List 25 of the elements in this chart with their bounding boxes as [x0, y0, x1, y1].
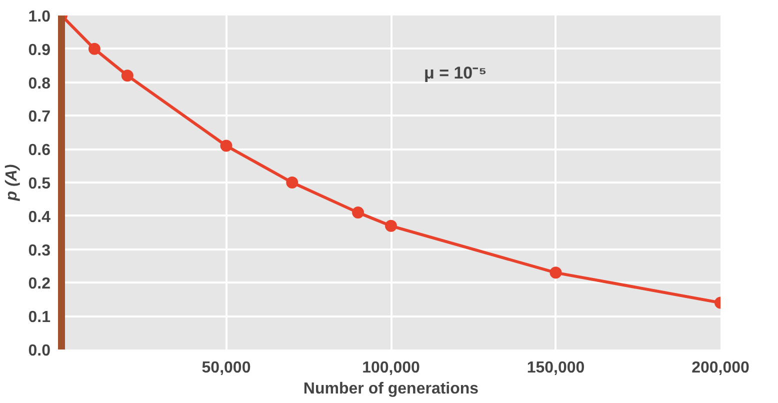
point	[121, 70, 134, 82]
y-axis-title: p (A)	[3, 164, 20, 202]
y-tick-label: 0.7	[28, 108, 51, 126]
y-tick-label: 0.3	[28, 242, 51, 260]
y-tick-label: 0.1	[28, 309, 51, 326]
y-tick-label: 0.5	[28, 176, 51, 192]
point	[88, 42, 100, 55]
x-axis-title: Number of generations	[303, 380, 479, 398]
y-tick-label: 0.2	[28, 276, 51, 293]
point	[352, 206, 364, 219]
point	[220, 140, 232, 152]
x-tick-label: 100,000	[362, 360, 420, 376]
y-tick-label: 0.4	[28, 208, 51, 226]
y-tick-label: 0.0	[28, 342, 51, 360]
x-tick-label: 200,000	[692, 360, 750, 376]
y-tick-label: 0.8	[28, 75, 51, 92]
point	[550, 266, 562, 279]
x-tick-label: 150,000	[526, 360, 585, 376]
y-tick-label: 1.0	[28, 8, 51, 26]
point	[385, 220, 397, 232]
y-tick-label: 0.6	[28, 142, 51, 160]
y-tick-label: 0.9	[28, 42, 51, 59]
annotation: μ = 10⁻⁵	[424, 63, 487, 82]
point	[286, 176, 298, 188]
x-tick-label: 50,000	[202, 360, 251, 376]
